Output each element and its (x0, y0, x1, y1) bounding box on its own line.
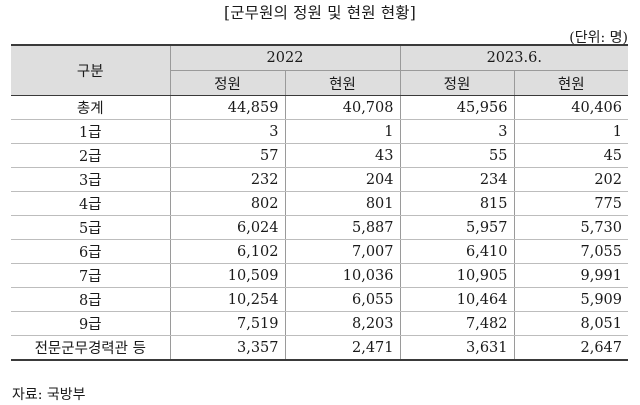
table-cell: 40,406 (514, 95, 629, 120)
header-row-types: 정원 현원 정원 현원 (11, 70, 629, 96)
table-cell: 44,859 (170, 95, 286, 120)
table-cell: 2,647 (514, 335, 629, 361)
row-category: 3급 (11, 167, 171, 192)
table-cell: 10,254 (170, 287, 286, 312)
table-cell: 45,956 (400, 95, 515, 120)
table-row: 9급 7,519 8,203 7,482 8,051 (11, 311, 629, 336)
table-cell: 1 (285, 119, 401, 144)
row-category: 5급 (11, 215, 171, 240)
header-row-years: 구분 2022 2023.6. (11, 44, 629, 96)
table-cell: 3,357 (170, 335, 286, 361)
table-cell: 801 (285, 191, 401, 216)
table-cell: 5,730 (514, 215, 629, 240)
table-row: 4급 802 801 815 775 (11, 191, 629, 216)
table-cell: 43 (285, 143, 401, 168)
table-cell: 802 (170, 191, 286, 216)
table-cell: 7,519 (170, 311, 286, 336)
table-cell: 10,036 (285, 263, 401, 288)
table-cell: 5,957 (400, 215, 515, 240)
unit-label: (단위: 명) (569, 30, 628, 46)
source-note: 자료: 국방부 (12, 387, 86, 403)
table-cell: 815 (400, 191, 515, 216)
table-cell: 5,887 (285, 215, 401, 240)
table-row: 7급 10,509 10,036 10,905 9,991 (11, 263, 629, 288)
table-cell: 6,024 (170, 215, 286, 240)
table-row: 1급 3 1 3 1 (11, 119, 629, 144)
table-cell: 7,482 (400, 311, 515, 336)
table-cell: 45 (514, 143, 629, 168)
table-row: 6급 6,102 7,007 6,410 7,055 (11, 239, 629, 264)
table-row: 5급 6,024 5,887 5,957 5,730 (11, 215, 629, 240)
table-cell: 232 (170, 167, 286, 192)
table-cell: 40,708 (285, 95, 401, 120)
table-cell: 234 (400, 167, 515, 192)
table-cell: 8,203 (285, 311, 401, 336)
table-cell: 3,631 (400, 335, 515, 361)
header-quota: 정원 (170, 70, 286, 96)
table-cell: 7,007 (285, 239, 401, 264)
table-row: 3급 232 204 234 202 (11, 167, 629, 192)
row-category: 9급 (11, 311, 171, 336)
header-quota: 정원 (400, 70, 515, 96)
table-row: 전문군무경력관 등 3,357 2,471 3,631 2,647 (11, 335, 629, 361)
header-category: 구분 (11, 44, 171, 96)
header-current: 현원 (285, 70, 401, 96)
table-row: 2급 57 43 55 45 (11, 143, 629, 168)
table-cell: 6,410 (400, 239, 515, 264)
row-category: 1급 (11, 119, 171, 144)
table-cell: 3 (400, 119, 515, 144)
table-cell: 7,055 (514, 239, 629, 264)
table-cell: 55 (400, 143, 515, 168)
row-category: 4급 (11, 191, 171, 216)
header-year: 2023.6. (400, 44, 629, 71)
table-cell: 6,055 (285, 287, 401, 312)
row-category: 6급 (11, 239, 171, 264)
table-cell: 10,905 (400, 263, 515, 288)
table-cell: 3 (170, 119, 286, 144)
table-cell: 10,464 (400, 287, 515, 312)
table-cell: 204 (285, 167, 401, 192)
table-cell: 775 (514, 191, 629, 216)
row-category: 7급 (11, 263, 171, 288)
table-cell: 5,909 (514, 287, 629, 312)
table-row: 8급 10,254 6,055 10,464 5,909 (11, 287, 629, 312)
header-year: 2022 (170, 44, 401, 71)
row-category: 2급 (11, 143, 171, 168)
table-cell: 8,051 (514, 311, 629, 336)
row-category: 전문군무경력관 등 (11, 335, 171, 361)
table-cell: 57 (170, 143, 286, 168)
table-row: 총계 44,859 40,708 45,956 40,406 (11, 95, 629, 120)
row-category: 8급 (11, 287, 171, 312)
table-cell: 10,509 (170, 263, 286, 288)
row-category: 총계 (11, 95, 171, 120)
table-cell: 1 (514, 119, 629, 144)
table-title: [군무원의 정원 및 현원 현황] (223, 4, 417, 22)
header-current: 현원 (514, 70, 629, 96)
table-cell: 202 (514, 167, 629, 192)
staffing-table: 구분 2022 2023.6. 정원 현원 정원 현원 총계 44,859 40,7… (11, 44, 629, 361)
table-cell: 9,991 (514, 263, 629, 288)
table-cell: 6,102 (170, 239, 286, 264)
table-cell: 2,471 (285, 335, 401, 361)
